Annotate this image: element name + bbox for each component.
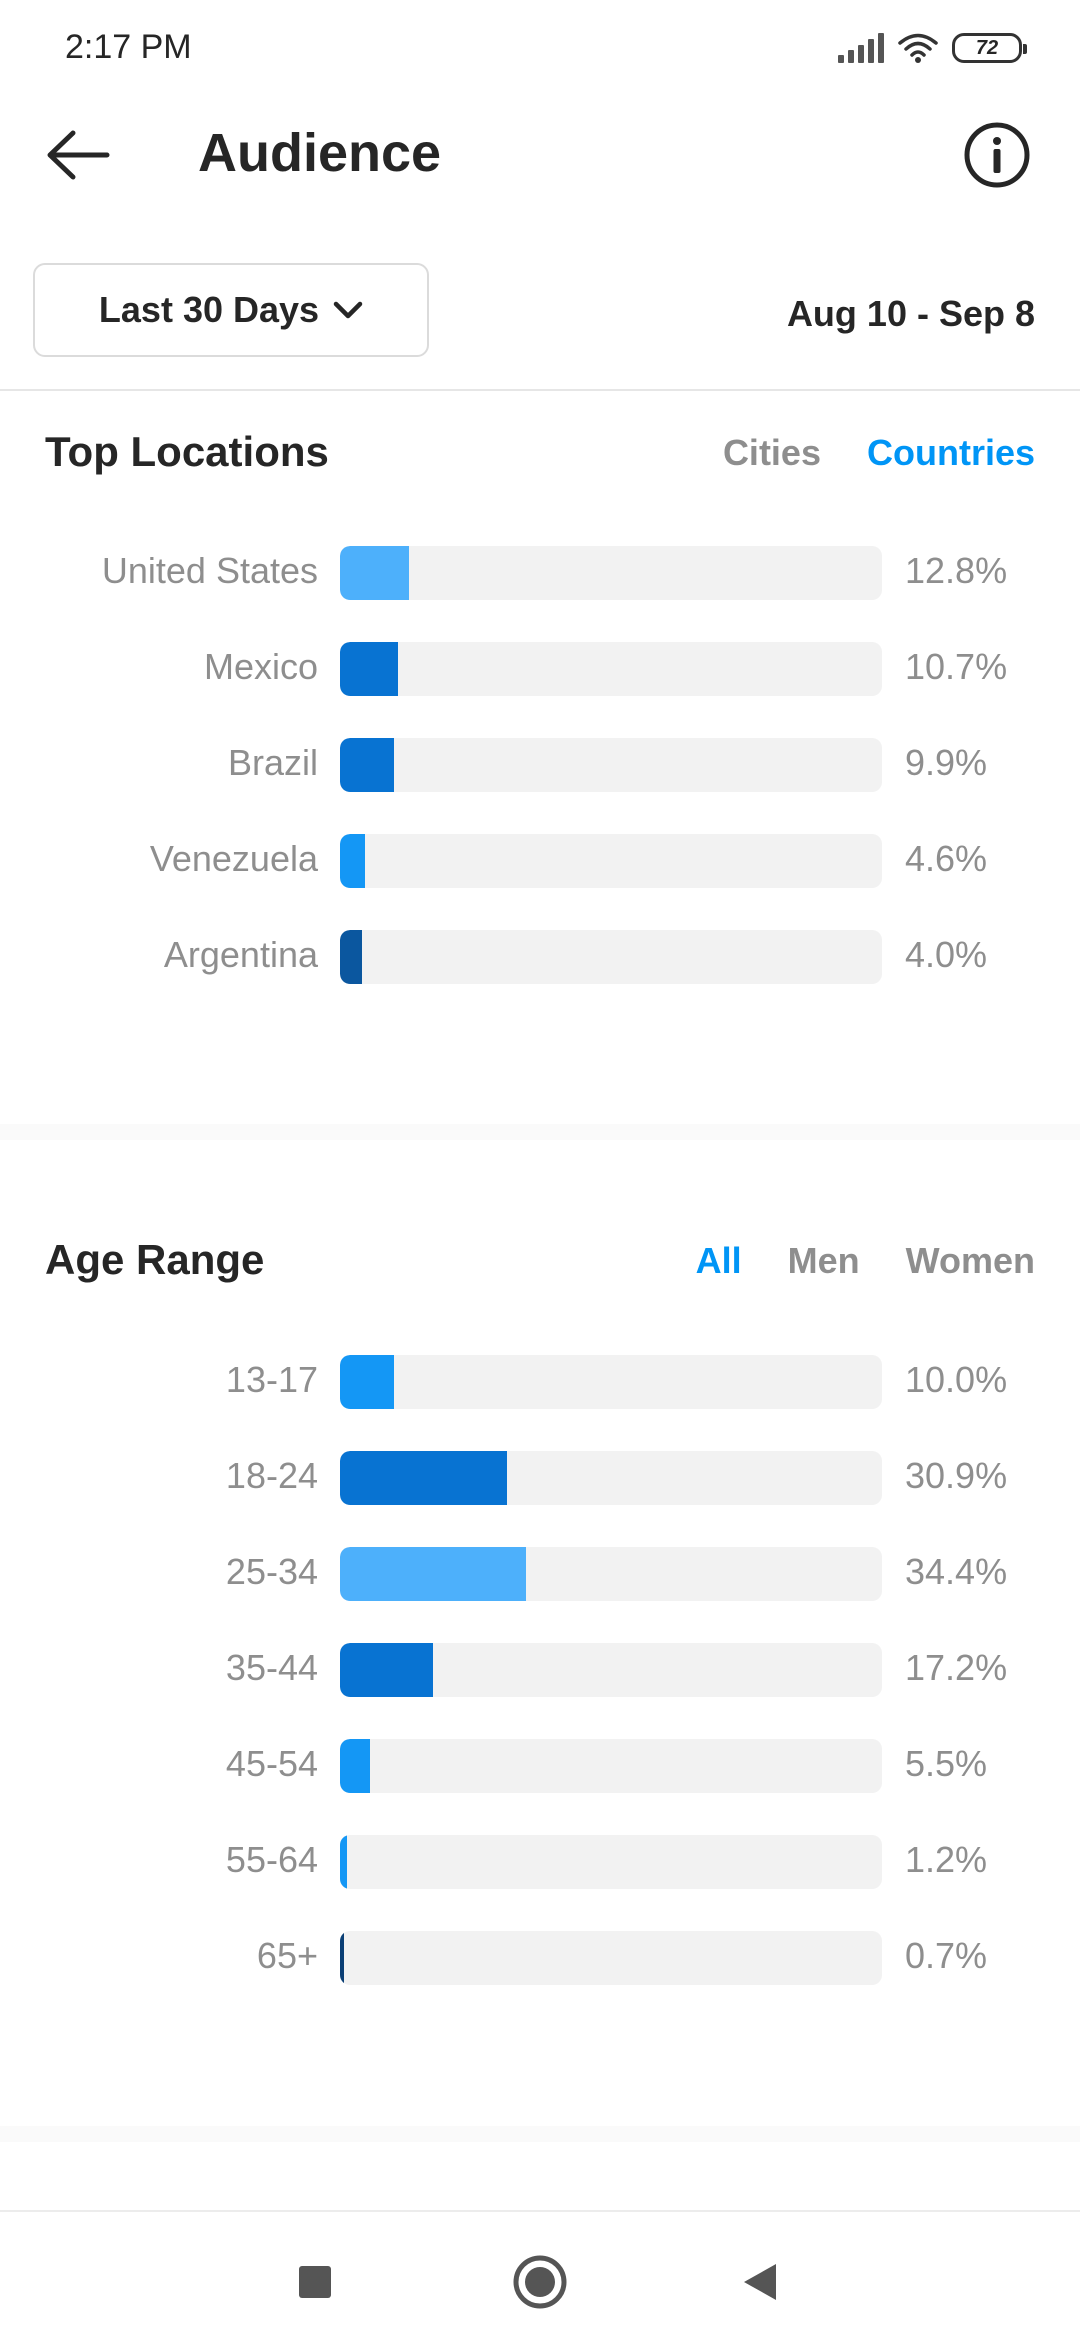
bar-row: 18-24 30.9% <box>0 1451 1080 1505</box>
bar-category-label: 25-34 <box>225 1551 318 1592</box>
bar-track <box>340 1547 882 1601</box>
bar-category-label: 65+ <box>256 1935 318 1976</box>
bar-category-label: Venezuela <box>149 838 318 879</box>
bar-value-label: 1.2% <box>905 1839 988 1880</box>
bar-fill <box>340 834 365 888</box>
status-bar: 2:17 PM 72 <box>0 0 1080 95</box>
wifi-icon <box>898 33 938 63</box>
bar-value-label: 10.7% <box>905 646 1008 687</box>
bar-track <box>340 642 882 696</box>
age-range-title: Age Range <box>45 1236 265 1283</box>
bar-track <box>340 546 882 600</box>
bar-category-label: Argentina <box>163 934 318 975</box>
bar-value-label: 17.2% <box>905 1647 1008 1688</box>
bar-value-label: 4.6% <box>905 838 988 879</box>
square-recents-icon <box>299 2266 331 2298</box>
tab-men[interactable]: Men <box>787 1240 860 1281</box>
bar-row: Argentina 4.0% <box>0 930 1080 984</box>
bar-row: 65+ 0.7% <box>0 1931 1080 1985</box>
info-button[interactable] <box>959 117 1035 193</box>
section-separator <box>0 2126 1080 2142</box>
bar-category-label: 18-24 <box>225 1455 318 1496</box>
bar-track <box>340 1643 882 1697</box>
chevron-down-icon <box>333 301 363 319</box>
top-locations-tabs: Cities Countries <box>723 432 1035 474</box>
home-button[interactable] <box>505 2247 575 2317</box>
bar-row: 55-64 1.2% <box>0 1835 1080 1889</box>
system-nav-bar <box>0 2210 1080 2340</box>
bar-track <box>340 1355 882 1409</box>
bar-value-label: 0.7% <box>905 1935 988 1976</box>
bar-category-label: 13-17 <box>225 1359 318 1400</box>
bar-fill <box>340 930 362 984</box>
date-range-text: Aug 10 - Sep 8 <box>786 293 1035 334</box>
bar-category-label: Mexico <box>203 646 318 687</box>
bar-value-label: 5.5% <box>905 1743 988 1784</box>
app-header: Audience <box>0 95 1080 215</box>
bar-track <box>340 1739 882 1793</box>
bar-value-label: 30.9% <box>905 1455 1008 1496</box>
date-range-dropdown-label: Last 30 Days <box>98 289 320 330</box>
bar-value-label: 4.0% <box>905 934 988 975</box>
page-title: Audience <box>198 123 442 183</box>
bar-category-label: 55-64 <box>225 1839 318 1880</box>
bar-value-label: 34.4% <box>905 1551 1008 1592</box>
tab-all[interactable]: All <box>695 1240 742 1281</box>
status-time: 2:17 PM <box>65 28 192 66</box>
section-separator <box>0 1124 1080 1140</box>
bar-fill <box>340 642 398 696</box>
bar-fill <box>340 1451 508 1505</box>
bar-fill <box>340 1643 434 1697</box>
bar-fill <box>340 546 410 600</box>
bar-track <box>340 1451 882 1505</box>
bar-row: 35-44 17.2% <box>0 1643 1080 1697</box>
signal-icon <box>838 33 884 63</box>
bar-value-label: 9.9% <box>905 742 988 783</box>
bar-category-label: 35-44 <box>225 1647 318 1688</box>
nav-back-button[interactable] <box>725 2247 795 2317</box>
bar-category-label: Brazil <box>227 742 318 783</box>
bar-row: 13-17 10.0% <box>0 1355 1080 1409</box>
top-locations-title: Top Locations <box>45 428 329 475</box>
triangle-back-icon <box>744 2264 776 2300</box>
recents-button[interactable] <box>280 2247 350 2317</box>
bar-track <box>340 834 882 888</box>
bar-fill <box>340 1739 370 1793</box>
tab-women[interactable]: Women <box>905 1240 1035 1281</box>
bar-track <box>340 1931 882 1985</box>
tab-cities[interactable]: Cities <box>722 432 821 473</box>
back-button[interactable] <box>38 120 118 190</box>
bar-row: Brazil 9.9% <box>0 738 1080 792</box>
battery-level: 72 <box>975 36 999 59</box>
info-circle-icon <box>964 122 1030 188</box>
bar-track <box>340 738 882 792</box>
date-range-dropdown[interactable]: Last 30 Days <box>33 263 429 357</box>
tab-countries[interactable]: Countries <box>866 432 1035 473</box>
bar-fill <box>340 1835 347 1889</box>
bar-row: 45-54 5.5% <box>0 1739 1080 1793</box>
bar-row: 25-34 34.4% <box>0 1547 1080 1601</box>
bar-fill <box>340 1547 527 1601</box>
bar-value-label: 12.8% <box>905 550 1008 591</box>
circle-home-icon <box>513 2255 567 2309</box>
bar-fill <box>340 1355 395 1409</box>
arrow-left-icon <box>47 130 110 180</box>
bar-value-label: 10.0% <box>905 1359 1008 1400</box>
divider <box>0 389 1080 391</box>
bar-track <box>340 930 882 984</box>
bar-fill <box>340 738 394 792</box>
status-icons: 72 <box>838 30 1027 66</box>
bar-row: Venezuela 4.6% <box>0 834 1080 888</box>
bar-category-label: 45-54 <box>225 1743 318 1784</box>
age-range-tabs: All Men Women <box>696 1240 1035 1282</box>
battery-icon: 72 <box>952 33 1027 63</box>
bar-row: United States 12.8% <box>0 546 1080 600</box>
bar-track <box>340 1835 882 1889</box>
bar-row: Mexico 10.7% <box>0 642 1080 696</box>
bar-fill <box>340 1931 344 1985</box>
bar-category-label: United States <box>101 550 318 591</box>
